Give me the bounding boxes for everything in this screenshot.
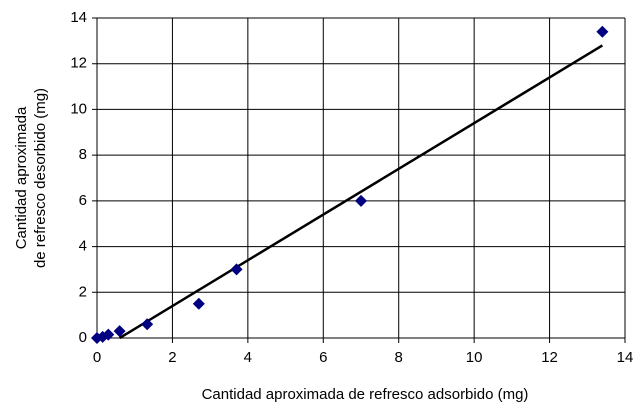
- x-tick-label: 14: [617, 349, 634, 366]
- y-tick-label: 0: [79, 329, 87, 346]
- y-axis-label: de refresco desorbido (mg): [32, 88, 49, 268]
- y-tick-label: 6: [79, 192, 87, 209]
- point: [355, 194, 367, 207]
- y-tick-label: 8: [79, 146, 87, 163]
- y-tick-label: 12: [70, 55, 87, 72]
- y-tick-label: 2: [79, 283, 87, 300]
- x-tick-label: 0: [93, 349, 101, 366]
- x-axis-label: Cantidad aproximada de refresco adsorbid…: [202, 386, 529, 403]
- y-tick-label: 14: [70, 9, 87, 26]
- point: [596, 25, 609, 38]
- x-tick-label: 8: [395, 349, 403, 366]
- point: [230, 263, 243, 276]
- y-tick-label: 10: [70, 100, 87, 117]
- point: [141, 318, 154, 331]
- x-tick-label: 4: [244, 349, 252, 366]
- x-tick-label: 10: [466, 349, 483, 366]
- point: [192, 297, 205, 310]
- x-tick-label: 2: [168, 349, 176, 366]
- trend-line: [118, 44, 604, 340]
- point: [102, 328, 115, 341]
- y-axis-label: Cantidad aproximada: [13, 106, 30, 249]
- y-tick-label: 4: [79, 238, 87, 255]
- x-tick-label: 12: [541, 349, 558, 366]
- point: [113, 325, 126, 338]
- x-tick-label: 6: [319, 349, 327, 366]
